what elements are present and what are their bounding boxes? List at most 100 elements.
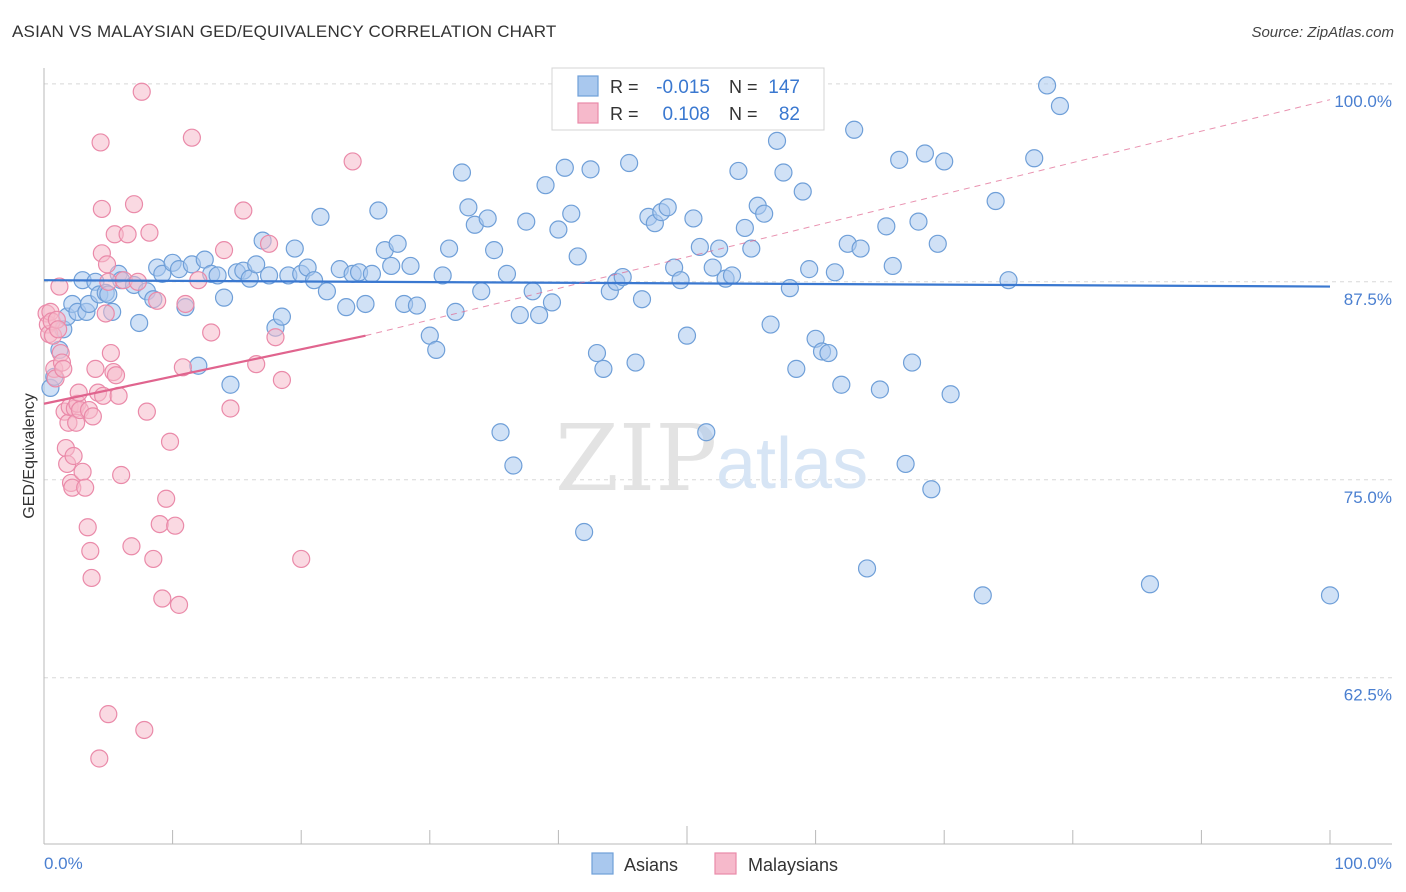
asians-point: [452, 163, 472, 182]
malaysians-point: [234, 201, 253, 220]
asians-point: [1025, 149, 1044, 168]
asians-point: [832, 375, 851, 394]
asians-point: [973, 586, 992, 605]
malaysians-point: [101, 343, 120, 363]
asians-point: [729, 161, 748, 181]
asians-point: [755, 204, 774, 223]
malaysians-point: [292, 549, 311, 569]
asians-point: [941, 385, 960, 404]
asians-point: [285, 239, 304, 258]
asians-point: [935, 152, 954, 171]
malaysians-point: [81, 541, 100, 561]
asians-point: [877, 217, 896, 236]
malaysians-point: [90, 749, 109, 768]
malaysians-point: [73, 462, 92, 481]
malaysians-point: [148, 291, 167, 310]
asians-point: [549, 220, 568, 239]
y-tick-labels: 62.5% 75.0% 87.5% 100.0%: [1334, 92, 1392, 705]
asians-point: [497, 264, 517, 283]
asians-point: [626, 353, 645, 372]
asians-point: [491, 423, 510, 442]
asians-point: [439, 239, 459, 258]
gridlines: [44, 83, 1392, 679]
malaysians-r-label: R =: [610, 104, 639, 124]
malaysians-point: [112, 465, 131, 485]
asians-point: [1037, 76, 1057, 95]
malaysians-point: [99, 272, 118, 291]
asians-legend-swatch: [577, 75, 599, 97]
malaysians-point: [166, 516, 185, 535]
malaysians-point: [160, 432, 180, 451]
malaysians-point: [221, 399, 240, 418]
asians-point: [510, 305, 529, 325]
asians-point: [247, 255, 266, 274]
malaysians-point: [124, 195, 144, 214]
asians-point: [825, 263, 844, 282]
legend-asians-label: Asians: [624, 855, 678, 875]
asians-point: [928, 234, 947, 253]
x-axis-ticks: [43, 826, 1331, 844]
asians-point: [153, 264, 172, 283]
malaysians-point: [157, 489, 176, 508]
asians-point: [697, 423, 716, 442]
malaysians-point: [176, 294, 195, 314]
asians-point: [909, 212, 928, 231]
asians-point: [658, 198, 677, 217]
asians-point: [536, 176, 555, 195]
asians-point: [317, 282, 337, 301]
asians-point: [902, 353, 922, 372]
x-tick-label-min: 0.0%: [44, 854, 83, 873]
legend-malaysians-label: Malaysians: [748, 855, 838, 875]
asians-point: [587, 343, 607, 363]
asians-point: [388, 234, 407, 253]
asians-point: [742, 239, 761, 258]
asians-point: [530, 305, 549, 325]
asians-point: [130, 313, 149, 333]
malaysians-point: [54, 359, 73, 378]
asians-point: [562, 204, 581, 223]
asians-point: [883, 256, 902, 276]
asians-point: [259, 266, 279, 285]
asians-point: [407, 296, 427, 315]
asians-point: [787, 359, 806, 378]
asians-point: [337, 298, 356, 317]
malaysians-point: [92, 199, 111, 219]
malaysians-point: [214, 241, 234, 260]
asians-point: [722, 266, 742, 285]
asians-point: [504, 456, 523, 475]
asians-point: [671, 271, 690, 290]
malaysians-point: [122, 537, 141, 556]
asians-point: [774, 163, 793, 182]
malaysians-point: [99, 705, 118, 724]
asians-r-value: -0.015: [656, 77, 710, 98]
asians-point: [800, 260, 819, 279]
watermark-atlas: atlas: [716, 424, 868, 504]
asians-point: [735, 218, 754, 238]
legend-malaysians-swatch: [714, 852, 737, 875]
asians-point: [819, 343, 838, 363]
asians-point: [890, 150, 909, 169]
malaysians-n-value: 82: [779, 104, 800, 125]
asians-point: [369, 201, 388, 220]
asians-point: [613, 267, 632, 287]
trend-lines: [43, 99, 1331, 405]
y-axis-label: GED/Equivalency: [21, 393, 38, 518]
malaysians-point: [83, 407, 102, 426]
asians-point: [581, 160, 600, 179]
asians-point: [433, 266, 452, 285]
malaysians-point: [173, 358, 192, 377]
asians-point: [214, 288, 234, 307]
malaysians-point: [266, 328, 285, 347]
asians-point: [1140, 575, 1160, 594]
y-tick-label: 62.5%: [1344, 686, 1392, 705]
asians-point: [311, 207, 330, 226]
x-tick-label-max: 100.0%: [1334, 854, 1392, 873]
asians-point: [986, 191, 1005, 211]
asians-point: [915, 144, 935, 163]
asians-point: [684, 209, 703, 228]
malaysians-point: [150, 514, 169, 534]
asians-r-label: R =: [610, 77, 639, 97]
stats-legend: R = -0.015 N = 147 R = 0.108 N = 82: [551, 67, 825, 131]
watermark-zip: ZIP: [555, 405, 717, 512]
